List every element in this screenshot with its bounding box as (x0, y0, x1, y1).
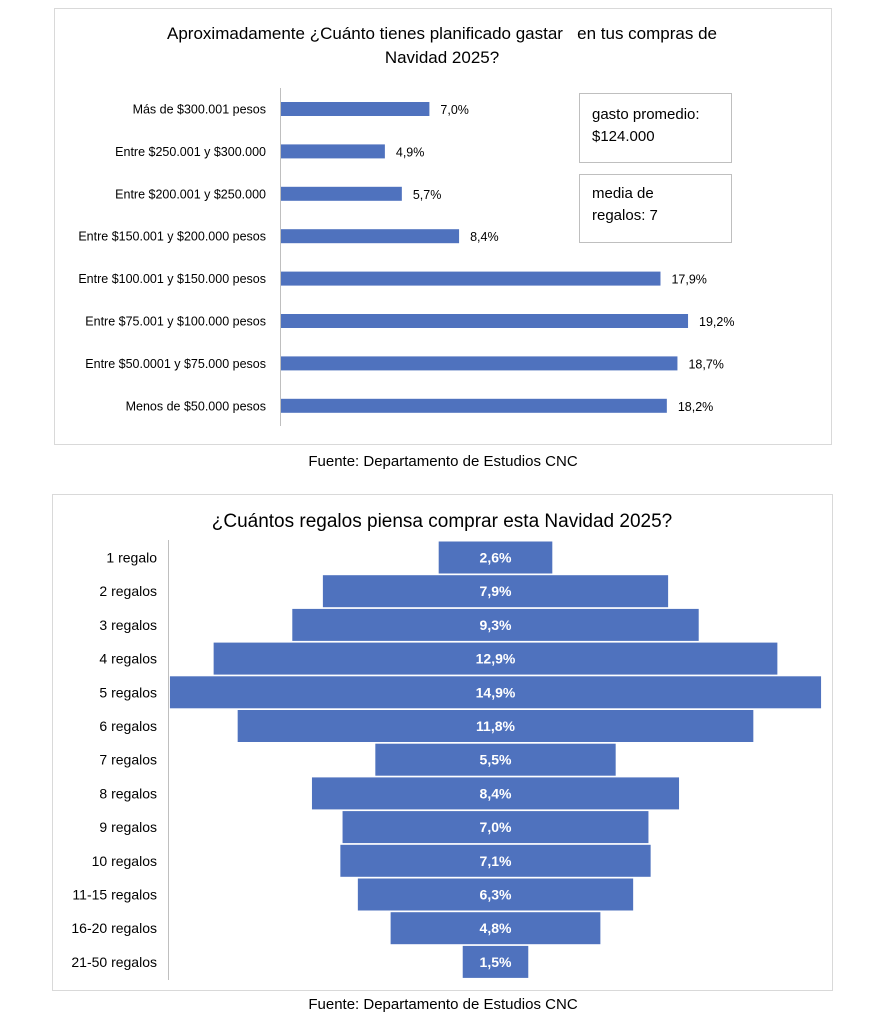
chart2-bar (357, 878, 634, 911)
chart1-data-label: 4,9% (396, 145, 425, 159)
chart2-bar (292, 608, 699, 641)
chart2-category-label: 3 regalos (99, 617, 157, 633)
chart2-category-label: 21-50 regalos (71, 954, 157, 970)
chart1-bar (281, 271, 661, 286)
chart2-bar (342, 811, 649, 844)
chart2-category-label: 7 regalos (99, 752, 157, 768)
chart1-data-label: 18,2% (678, 400, 713, 414)
chart2-category-label: 16-20 regalos (71, 920, 157, 936)
chart2-data-label: 4,8% (480, 920, 512, 936)
chart1-bar (281, 356, 678, 371)
chart1-source: Fuente: Departamento de Estudios CNC (308, 453, 577, 470)
chart1-bar (281, 102, 430, 116)
chart2-bar (438, 541, 553, 574)
chart2-data-label: 5,5% (480, 752, 512, 768)
chart1-bar (281, 314, 689, 328)
chart2-data-label: 8,4% (480, 785, 512, 801)
chart2-category-label: 6 regalos (99, 718, 157, 734)
chart1-category-label: Entre $250.001 y $300.000 (115, 145, 266, 159)
chart2-data-label: 14,9% (476, 684, 516, 700)
chart1-category-label: Entre $100.001 y $150.000 pesos (78, 272, 266, 286)
chart1-category-label: Menos de $50.000 pesos (126, 399, 266, 413)
chart1-bar (281, 229, 460, 244)
chart2-bar (375, 743, 616, 776)
annotation-average-spend-line2: $124.000 (592, 128, 655, 145)
chart1-data-label: 8,4% (470, 230, 499, 244)
chart1-title-line1: Aproximadamente ¿Cuánto tienes planifica… (167, 24, 717, 43)
chart1-data-label: 7,0% (440, 103, 469, 117)
annotation-average-gifts-line1: media de (592, 185, 654, 202)
chart2-data-label: 7,0% (480, 819, 512, 835)
chart1-bar (281, 144, 385, 159)
chart1-category-label: Entre $50.0001 y $75.000 pesos (85, 357, 266, 371)
chart1-title-line2: Navidad 2025? (385, 48, 499, 67)
annotation-average-gifts-line2: regalos: 7 (592, 207, 658, 224)
chart2-data-label: 7,9% (480, 583, 512, 599)
chart1-category-label: Entre $150.001 y $200.000 pesos (78, 230, 266, 244)
annotation-average-spend-line1: gasto promedio: (592, 106, 700, 123)
chart2-category-label: 9 regalos (99, 819, 157, 835)
chart2-category-label: 8 regalos (99, 785, 157, 801)
chart2-category-label: 2 regalos (99, 583, 157, 599)
chart2-bar (322, 575, 669, 608)
chart2-data-label: 11,8% (476, 718, 515, 734)
chart2-bar (213, 642, 778, 675)
chart2-category-label: 10 regalos (92, 853, 157, 869)
chart2-source: Fuente: Departamento de Estudios CNC (308, 996, 577, 1013)
chart2-bar (462, 945, 529, 978)
chart1-data-label: 19,2% (699, 315, 734, 329)
chart1-bar (281, 186, 402, 201)
chart2-title: ¿Cuántos regalos piensa comprar esta Nav… (212, 511, 673, 532)
chart2-category-label: 1 regalo (106, 550, 157, 566)
chart2-bar (237, 710, 754, 742)
chart2-bar (169, 676, 822, 709)
annotation-box-average-spend (579, 93, 732, 163)
annotation-box-average-gifts (579, 174, 732, 243)
chart1-data-label: 17,9% (671, 273, 706, 287)
chart2-bar (340, 844, 651, 877)
chart2-category-label: 11-15 regalos (72, 887, 157, 903)
chart2-category-label: 4 regalos (99, 651, 157, 667)
chart2-bar (311, 777, 680, 810)
chart2-data-label: 6,3% (480, 887, 512, 903)
chart2-bar (390, 912, 601, 945)
chart1-data-label: 5,7% (413, 188, 442, 202)
chart1-category-label: Entre $200.001 y $250.000 (115, 187, 266, 201)
chart1-category-label: Más de $300.001 pesos (133, 103, 266, 117)
chart1-category-label: Entre $75.001 y $100.000 pesos (85, 315, 266, 329)
chart2-data-label: 1,5% (480, 954, 512, 970)
chart2-data-label: 12,9% (476, 651, 516, 667)
chart1-bar (281, 398, 667, 413)
chart2-data-label: 7,1% (480, 853, 512, 869)
chart2-data-label: 2,6% (480, 550, 512, 566)
chart2-data-label: 9,3% (480, 617, 512, 633)
chart1-data-label: 18,7% (688, 357, 723, 371)
chart2-category-label: 5 regalos (99, 684, 157, 700)
